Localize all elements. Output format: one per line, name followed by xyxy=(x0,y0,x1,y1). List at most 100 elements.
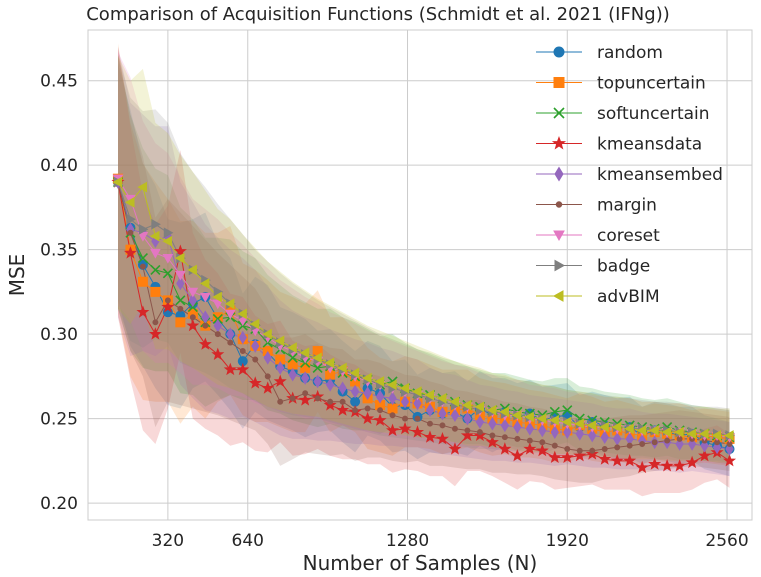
point-kmeansembed xyxy=(238,330,247,345)
point-kmeansdata xyxy=(386,423,400,436)
point-advBIM xyxy=(424,389,435,401)
y-tick-label: 0.25 xyxy=(40,410,78,430)
point-softuncertain xyxy=(312,362,323,373)
point-advBIM xyxy=(536,413,547,424)
point-margin xyxy=(252,356,259,363)
point-advBIM xyxy=(112,176,123,188)
point-kmeansdata xyxy=(123,246,137,259)
point-kmeansdata xyxy=(510,448,524,462)
point-kmeansdata xyxy=(698,448,712,462)
point-kmeansembed xyxy=(288,367,297,382)
point-kmeansembed xyxy=(325,378,335,392)
point-margin xyxy=(514,435,521,442)
point-advBIM xyxy=(137,181,148,193)
legend-marker-margin xyxy=(555,201,563,208)
point-margin xyxy=(501,434,508,441)
point-badge xyxy=(151,218,161,230)
point-margin xyxy=(302,390,309,397)
point-kmeansdata xyxy=(498,442,512,455)
point-kmeansembed xyxy=(575,427,584,441)
x-tick-label: 640 xyxy=(232,531,264,551)
point-kmeansdata xyxy=(560,450,574,464)
x-axis-label: Number of Samples (N) xyxy=(303,551,538,575)
series-markers xyxy=(111,173,737,474)
point-kmeansdata xyxy=(236,362,250,376)
point-advBIM xyxy=(636,425,647,436)
point-kmeansembed xyxy=(538,423,547,438)
point-advBIM xyxy=(474,401,485,413)
point-advBIM xyxy=(324,357,335,369)
y-tick-label: 0.35 xyxy=(40,241,78,261)
point-kmeansembed xyxy=(188,293,198,308)
point-coreset xyxy=(175,270,186,281)
point-kmeansdata xyxy=(423,430,437,443)
point-advBIM xyxy=(287,342,297,354)
point-advBIM xyxy=(149,230,160,242)
point-margin xyxy=(476,429,483,436)
point-margin xyxy=(389,412,396,419)
legend-label-random: random xyxy=(597,43,663,63)
point-margin xyxy=(339,398,346,405)
band-margin xyxy=(118,55,730,483)
point-margin xyxy=(539,439,546,446)
y-tick-label: 0.40 xyxy=(40,156,78,176)
legend-label-kmeansembed: kmeansembed xyxy=(597,165,723,185)
point-advBIM xyxy=(461,399,472,411)
legend-marker-advBIM xyxy=(552,290,564,302)
point-topuncertain xyxy=(175,317,186,328)
point-margin xyxy=(352,407,359,414)
point-margin xyxy=(551,442,558,449)
y-tick-label: 0.30 xyxy=(40,325,78,345)
legend-marker-kmeansembed xyxy=(554,166,564,182)
x-tick-label: 1280 xyxy=(386,531,429,551)
point-margin xyxy=(489,432,496,439)
point-advBIM xyxy=(574,418,584,430)
point-kmeansembed xyxy=(363,386,372,401)
point-kmeansembed xyxy=(350,384,360,399)
point-coreset xyxy=(187,287,199,298)
point-kmeansembed xyxy=(600,430,609,445)
point-softuncertain xyxy=(137,253,148,264)
point-margin xyxy=(152,319,159,326)
point-advBIM xyxy=(274,335,285,347)
legend-marker-random xyxy=(553,46,565,58)
legend-marker-badge xyxy=(554,259,566,272)
point-softuncertain xyxy=(549,406,560,417)
point-kmeansdata xyxy=(723,454,737,467)
point-kmeansdata xyxy=(148,327,162,340)
point-advBIM xyxy=(124,196,135,208)
point-kmeansembed xyxy=(488,416,497,431)
chart-title: Comparison of Acquisition Functions (Sch… xyxy=(86,4,670,25)
point-kmeansembed xyxy=(550,425,559,439)
point-kmeansdata xyxy=(485,435,499,448)
point-advBIM xyxy=(349,367,360,379)
point-kmeansembed xyxy=(263,350,272,365)
point-kmeansembed xyxy=(413,396,422,411)
point-kmeansdata xyxy=(361,411,375,425)
x-tick-label: 320 xyxy=(152,531,184,551)
point-kmeansembed xyxy=(588,428,597,443)
point-topuncertain xyxy=(150,286,161,297)
legend-marker-kmeansdata xyxy=(551,136,567,150)
point-advBIM xyxy=(374,376,385,387)
legend-marker-coreset xyxy=(553,230,565,242)
point-advBIM xyxy=(611,421,622,433)
point-kmeansdata xyxy=(573,448,587,462)
point-kmeansdata xyxy=(648,457,662,470)
point-kmeansdata xyxy=(136,305,150,318)
point-kmeansdata xyxy=(623,454,637,467)
point-kmeansembed xyxy=(300,371,310,385)
point-coreset xyxy=(162,254,174,264)
legend-label-badge: badge xyxy=(597,257,650,277)
point-margin xyxy=(464,427,471,434)
y-tick-label: 0.20 xyxy=(40,494,78,514)
point-advBIM xyxy=(561,416,572,428)
point-advBIM xyxy=(174,252,185,264)
point-margin xyxy=(427,420,433,427)
point-advBIM xyxy=(511,409,522,421)
point-kmeansembed xyxy=(400,394,410,409)
point-advBIM xyxy=(312,352,322,364)
point-kmeansembed xyxy=(500,418,510,433)
point-margin xyxy=(139,263,146,270)
